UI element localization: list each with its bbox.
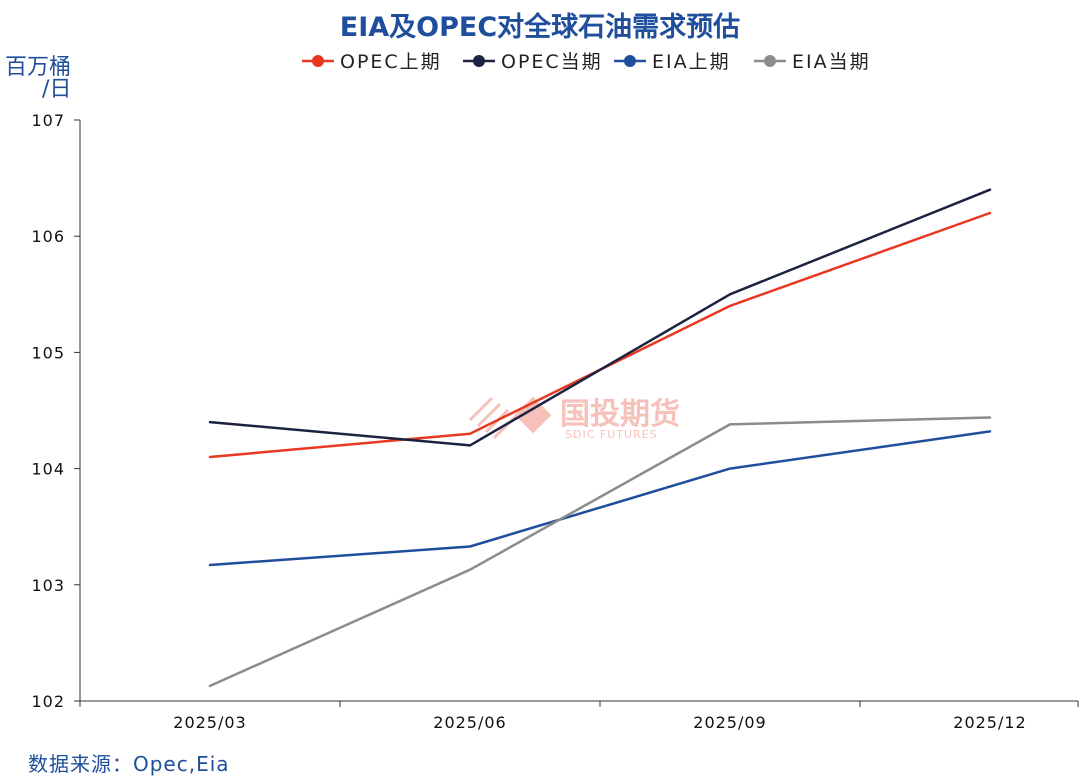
y-tick-label: 107 (31, 111, 65, 130)
x-tick-label: 2025/12 (953, 713, 1026, 732)
chart-title: EIA及OPEC对全球石油需求预估 (340, 11, 740, 43)
series-lines (208, 188, 992, 688)
x-tick-label: 2025/06 (433, 713, 506, 732)
x-tick-label: 2025/03 (173, 713, 246, 732)
watermark-logo: 国投期货 SDIC FUTURES (468, 396, 680, 441)
legend-label: EIA当期 (792, 51, 871, 73)
legend-marker-icon (624, 55, 636, 67)
y-tick-label: 105 (31, 343, 65, 362)
legend-label: OPEC上期 (340, 51, 442, 73)
legend-item-0: OPEC上期 (302, 51, 442, 73)
legend-marker-icon (312, 55, 324, 67)
legend-item-1: OPEC当期 (463, 51, 603, 73)
source-note: 数据来源：Opec,Eia (28, 752, 230, 776)
legend-label: OPEC当期 (501, 51, 603, 73)
y-tick-label: 103 (31, 576, 65, 595)
axes: 102 103 104 105 106 107 2025/03 2025/06 2025/09 2… (31, 111, 1079, 732)
y-unit-label-line1: 百万桶 (5, 55, 71, 80)
legend-item-2: EIA上期 (614, 51, 731, 73)
legend-item-3: EIA当期 (754, 51, 871, 73)
series-line-2 (208, 430, 992, 567)
legend-label: EIA上期 (652, 51, 731, 73)
watermark-sub: SDIC FUTURES (565, 428, 658, 441)
y-tick-label: 102 (31, 692, 65, 711)
watermark-name: 国投期货 (560, 397, 680, 432)
x-tick-label: 2025/09 (693, 713, 766, 732)
legend: OPEC上期 OPEC当期 EIA上期 EIA当期 (302, 51, 871, 73)
legend-marker-icon (764, 55, 776, 67)
y-tick-label: 106 (31, 227, 65, 246)
y-unit-label-line2: /日 (42, 77, 71, 102)
y-tick-label: 104 (31, 460, 65, 479)
legend-marker-icon (473, 55, 485, 67)
logo-diamond-icon (514, 396, 552, 434)
series-line-3 (208, 416, 992, 688)
series-line-1 (208, 188, 992, 447)
